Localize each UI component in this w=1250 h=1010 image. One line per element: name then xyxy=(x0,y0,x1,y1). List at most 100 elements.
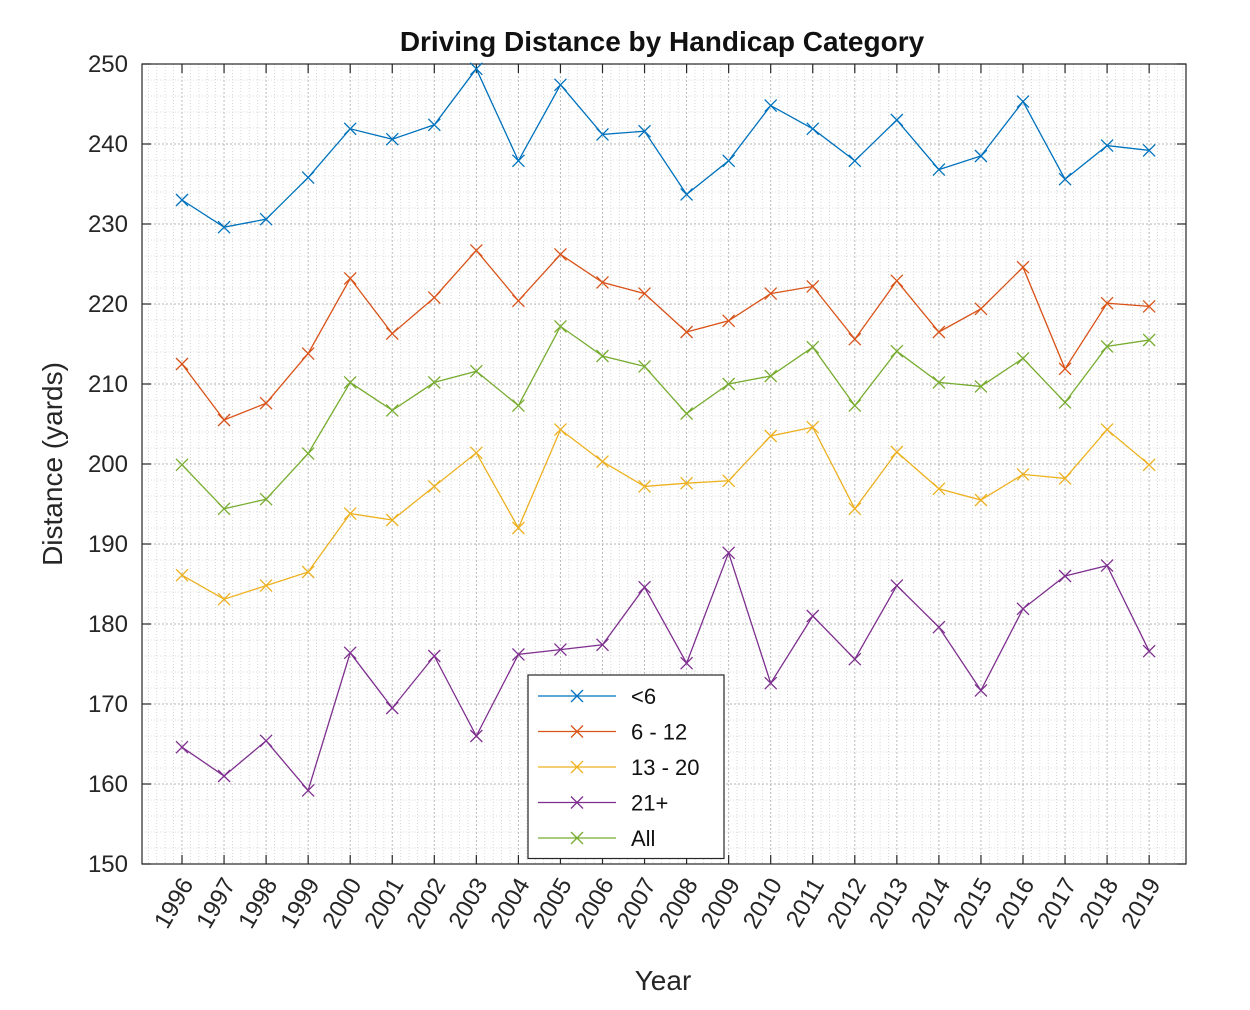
data-point xyxy=(680,325,694,339)
data-point xyxy=(722,377,736,391)
data-point xyxy=(427,118,441,132)
data-point xyxy=(511,521,525,535)
data-point xyxy=(890,113,904,127)
data-point xyxy=(764,99,778,113)
data-point xyxy=(932,375,946,389)
data-point xyxy=(932,620,946,634)
data-point xyxy=(511,294,525,308)
y-tick-label: 250 xyxy=(88,51,128,78)
data-point xyxy=(301,347,315,361)
data-point xyxy=(974,683,988,697)
legend-item: <6 xyxy=(538,684,656,709)
data-point xyxy=(1016,467,1030,481)
data-point xyxy=(301,447,315,461)
data-point xyxy=(259,396,273,410)
data-point xyxy=(722,474,736,488)
data-point xyxy=(1016,260,1030,274)
data-point xyxy=(343,646,357,660)
data-point xyxy=(638,287,652,301)
data-point xyxy=(217,769,231,783)
data-point xyxy=(259,492,273,506)
data-point xyxy=(596,455,609,469)
legend-item: 13 - 20 xyxy=(538,755,700,780)
data-point xyxy=(343,122,357,136)
data-point xyxy=(1100,423,1114,437)
series-line xyxy=(181,426,1150,600)
data-point xyxy=(175,568,189,582)
legend-label: 13 - 20 xyxy=(631,755,700,780)
data-point xyxy=(1058,395,1072,409)
data-point xyxy=(259,212,273,226)
legend-label: All xyxy=(631,826,655,851)
data-point xyxy=(385,701,399,715)
y-tick-label: 210 xyxy=(88,371,128,398)
data-point xyxy=(680,656,694,670)
data-point xyxy=(1058,362,1072,376)
data-point xyxy=(890,445,904,459)
y-tick-label: 170 xyxy=(88,691,128,718)
data-point xyxy=(385,403,399,417)
legend-label: 6 - 12 xyxy=(631,720,687,745)
data-point xyxy=(385,132,399,146)
series-line xyxy=(181,249,1150,421)
data-point xyxy=(1100,559,1114,573)
legend-item: All xyxy=(538,826,655,851)
data-point xyxy=(385,327,399,341)
data-point xyxy=(1142,458,1156,472)
legend-marker xyxy=(570,796,584,809)
data-point xyxy=(1016,95,1030,109)
data-point xyxy=(680,476,694,490)
legend-marker xyxy=(570,831,584,845)
data-point xyxy=(848,399,862,413)
data-point xyxy=(1058,569,1072,583)
data-point xyxy=(175,740,189,754)
data-point xyxy=(680,407,694,421)
y-tick-label: 180 xyxy=(88,611,128,638)
data-point xyxy=(722,546,736,560)
legend-marker xyxy=(570,689,584,703)
legend-item: 21+ xyxy=(538,791,668,816)
data-point xyxy=(1142,333,1156,347)
y-tick-label: 160 xyxy=(88,771,128,798)
y-axis: 150 160 170 180 190 200 210 220 230 240 250 xyxy=(88,51,1186,878)
data-point xyxy=(1016,351,1030,365)
data-point xyxy=(1058,471,1072,485)
data-point xyxy=(1142,143,1156,157)
data-point xyxy=(175,357,189,371)
data-point xyxy=(1142,644,1156,658)
data-point xyxy=(596,127,609,141)
data-point xyxy=(469,446,483,460)
data-point xyxy=(343,375,357,389)
data-point xyxy=(596,349,609,363)
legend-marker xyxy=(570,725,584,738)
data-point xyxy=(175,458,189,472)
data-point xyxy=(722,314,736,328)
data-point xyxy=(638,359,652,373)
data-point xyxy=(932,325,946,339)
y-axis-label: Distance (yards) xyxy=(37,362,68,566)
data-point xyxy=(848,332,862,346)
data-point xyxy=(469,243,483,257)
chart-title: Driving Distance by Handicap Category xyxy=(400,26,925,57)
data-point xyxy=(596,638,609,652)
data-point xyxy=(890,274,904,288)
series-layer xyxy=(175,62,1156,797)
data-point xyxy=(1100,296,1114,310)
y-tick-label: 200 xyxy=(88,451,128,478)
series-group xyxy=(175,319,1156,516)
data-point xyxy=(259,734,273,748)
x-axis-label: Year xyxy=(635,965,692,996)
data-point xyxy=(217,592,231,606)
data-point xyxy=(301,171,315,185)
data-point xyxy=(974,379,988,393)
legend-label: 21+ xyxy=(631,791,668,816)
data-point xyxy=(638,124,652,138)
data-point xyxy=(301,565,315,579)
data-point xyxy=(722,154,736,168)
data-point xyxy=(553,643,567,657)
data-point xyxy=(175,193,189,207)
data-point xyxy=(427,375,441,389)
data-point xyxy=(848,154,862,168)
data-point xyxy=(553,247,567,261)
data-point xyxy=(427,649,441,663)
